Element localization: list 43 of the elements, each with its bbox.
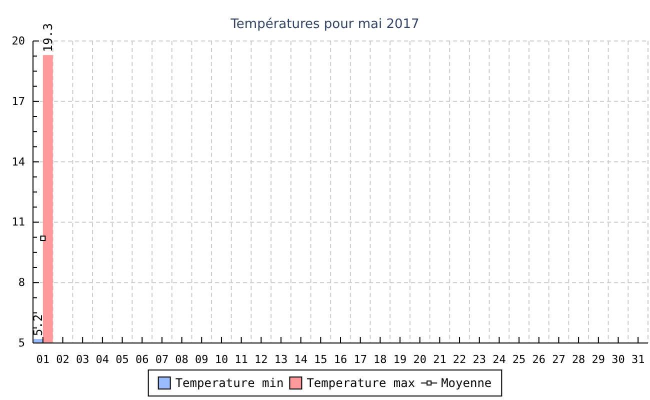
x-tick-label: 15 — [314, 353, 328, 366]
legend-label: Temperature min — [175, 376, 284, 390]
legend-label: Moyenne — [441, 376, 492, 390]
x-tick-label: 01 — [36, 353, 50, 366]
x-tick-label: 19 — [393, 353, 407, 366]
x-tick-label: 29 — [592, 353, 606, 366]
legend-label: Temperature max — [306, 376, 416, 390]
x-tick-label: 05 — [116, 353, 129, 366]
x-tick-label: 23 — [472, 353, 486, 366]
x-tick-label: 02 — [56, 353, 70, 366]
x-tick-label: 25 — [512, 353, 526, 366]
x-tick-label: 11 — [234, 353, 248, 366]
x-tick-label: 20 — [413, 353, 426, 366]
y-tick-label: 11 — [12, 216, 25, 229]
x-tick-label: 10 — [214, 353, 228, 366]
x-tick-label: 16 — [334, 353, 348, 366]
x-tick-label: 08 — [175, 353, 188, 366]
x-tick-label: 13 — [274, 353, 288, 366]
x-tick-label: 22 — [452, 353, 466, 366]
x-tick-label: 17 — [354, 353, 367, 366]
x-tick-label: 14 — [294, 353, 308, 366]
y-tick-label: 17 — [12, 94, 25, 108]
x-tick-label: 27 — [552, 353, 566, 366]
x-tick-label: 07 — [155, 353, 169, 366]
y-tick-label: 5 — [18, 336, 25, 350]
x-tick-label: 28 — [572, 353, 586, 366]
x-tick-label: 04 — [96, 353, 110, 366]
x-tick-label: 21 — [433, 353, 446, 366]
x-tick-label: 18 — [374, 353, 387, 366]
x-tick-label: 30 — [612, 353, 625, 366]
x-tick-label: 31 — [631, 353, 645, 366]
x-tick-label: 09 — [195, 353, 208, 366]
x-tick-label: 12 — [254, 353, 268, 366]
y-tick-label: 14 — [12, 155, 26, 168]
y-tick-label: 20 — [12, 34, 25, 48]
data-label: 5.2 — [30, 314, 45, 336]
x-tick-label: 06 — [135, 353, 149, 366]
chart-title: Températures pour mai 2017 — [230, 17, 420, 32]
x-tick-label: 03 — [76, 353, 90, 366]
x-tick-label: 24 — [492, 353, 506, 366]
y-tick-label: 8 — [18, 276, 25, 290]
data-label: 19.3 — [40, 23, 55, 52]
x-tick-label: 26 — [532, 353, 546, 366]
